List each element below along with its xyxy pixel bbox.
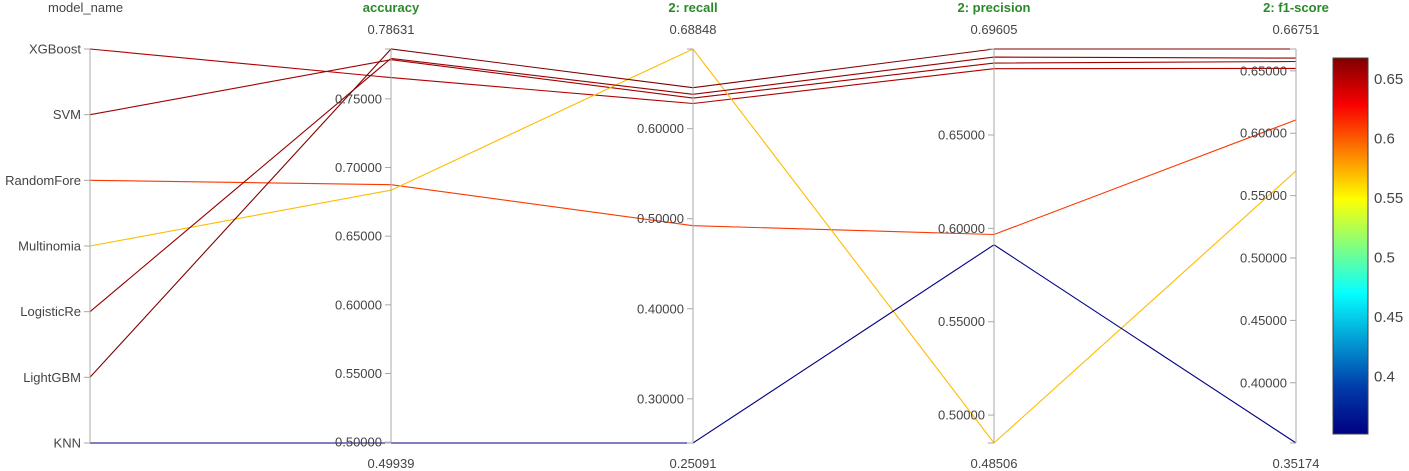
- colorbar-tick-label: 0.6: [1374, 130, 1395, 147]
- tick-label: 0.30000: [637, 391, 684, 406]
- colorbar-ticks: 0.4 0.45 0.5 0.55 0.6 0.65: [1374, 71, 1403, 386]
- tick-label: Multinomia: [18, 239, 82, 254]
- axis-title: 2: f1-score: [1263, 0, 1329, 15]
- colorbar-tick-label: 0.5: [1374, 249, 1395, 266]
- colorbar-gradient: [1332, 57, 1369, 435]
- tick-label: 0.50000: [938, 408, 985, 423]
- tick-label: 0.75000: [335, 91, 382, 106]
- tick-label: 0.60000: [335, 297, 382, 312]
- tick-label: 0.55000: [335, 366, 382, 381]
- tick-label: 0.60000: [938, 221, 985, 236]
- tick-label: RandomFore: [5, 173, 81, 188]
- range-max-label: 0.68848: [670, 22, 717, 37]
- axis-title: accuracy: [363, 0, 420, 15]
- tick-label: 0.65000: [938, 127, 985, 142]
- colorbar-tick-label: 0.4: [1374, 369, 1395, 386]
- tick-label: 0.60000: [637, 121, 684, 136]
- tick-label: 0.40000: [1240, 375, 1287, 390]
- axis-title: model_name: [48, 0, 123, 15]
- axis-model_name[interactable]: model_name KNN LightGBM LogisticRe Multinomi…: [5, 0, 123, 451]
- axis-precision[interactable]: 2: precision 0.69605 0.48506 0.50000 0.55000…: [938, 0, 1031, 471]
- tick-label: SVM: [53, 107, 81, 122]
- range-max-label: 0.69605: [971, 22, 1018, 37]
- tick-label: LightGBM: [23, 370, 81, 385]
- axes: model_name KNN LightGBM LogisticRe Multinomi…: [5, 0, 1329, 471]
- range-min-label: 0.48506: [971, 456, 1018, 471]
- tick-label: 0.40000: [637, 301, 684, 316]
- tick-label: 0.55000: [938, 314, 985, 329]
- tick-label: 0.50000: [1240, 251, 1287, 266]
- axis-accuracy[interactable]: accuracy 0.78631 0.49939 0.50000 0.55000 0.60…: [335, 0, 420, 471]
- tick-label: 0.50000: [335, 435, 382, 450]
- axis-title: 2: recall: [668, 0, 717, 15]
- colorbar-tick-label: 0.65: [1374, 71, 1403, 88]
- tick-label: LogisticRe: [20, 304, 81, 319]
- range-min-label: 0.35174: [1273, 456, 1320, 471]
- colorbar: 0.4 0.45 0.5 0.55 0.6 0.65: [1332, 57, 1403, 435]
- axis-f1[interactable]: 2: f1-score 0.66751 0.35174 0.40000 0.45000 0…: [1240, 0, 1329, 471]
- tick-label: 0.55000: [1240, 188, 1287, 203]
- axis-recall[interactable]: 2: recall 0.68848 0.25091 0.30000 0.40000 0.5…: [637, 0, 718, 471]
- axis-title: 2: precision: [958, 0, 1031, 15]
- tick-label: 0.45000: [1240, 313, 1287, 328]
- tick-label: 0.65000: [335, 229, 382, 244]
- tick-label: 0.60000: [1240, 126, 1287, 141]
- tick-label: KNN: [54, 436, 81, 451]
- tick-label: 0.70000: [335, 160, 382, 175]
- tick-label: XGBoost: [29, 42, 81, 57]
- tick-label: 0.65000: [1240, 63, 1287, 78]
- range-min-label: 0.49939: [368, 456, 415, 471]
- range-min-label: 0.25091: [670, 456, 717, 471]
- colorbar-tick-label: 0.55: [1374, 190, 1403, 207]
- tick-label: 0.50000: [637, 211, 684, 226]
- colorbar-tick-label: 0.45: [1374, 309, 1403, 326]
- range-max-label: 0.66751: [1273, 22, 1320, 37]
- range-max-label: 0.78631: [368, 22, 415, 37]
